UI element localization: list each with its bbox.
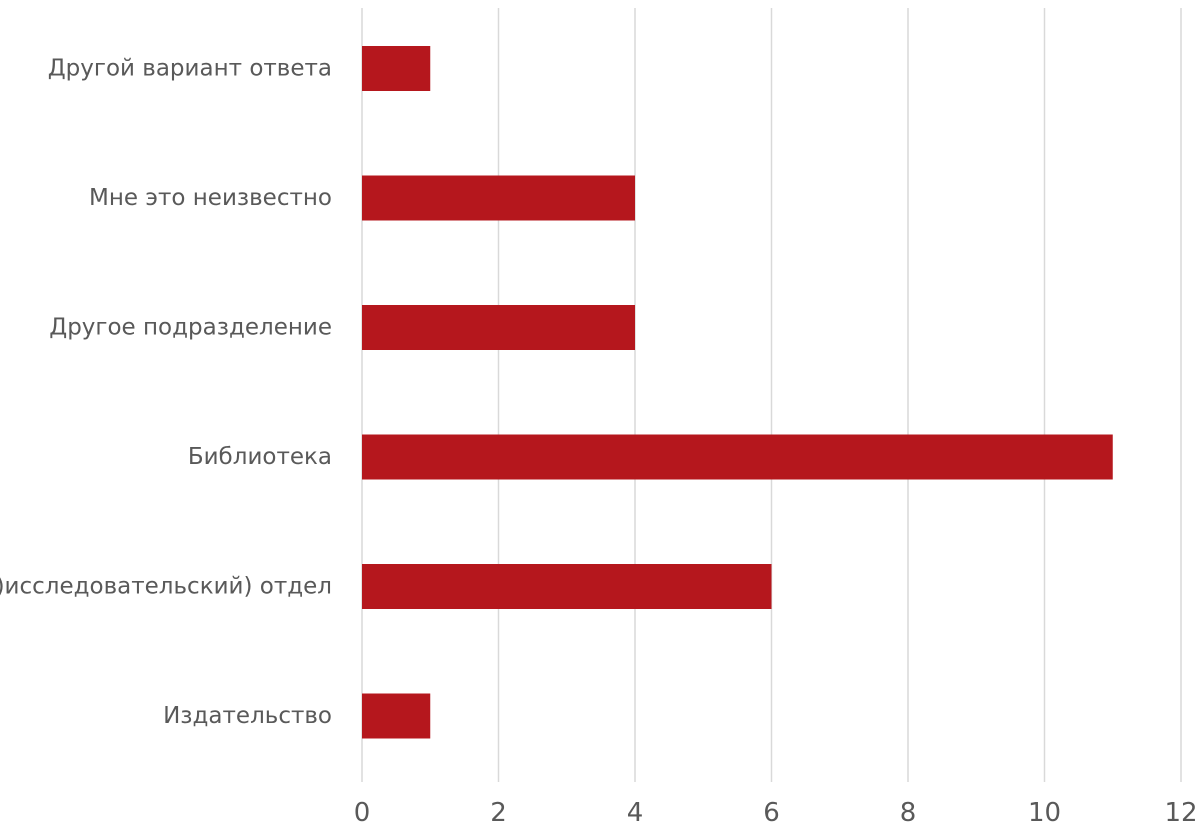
category-label: (Научно-)исследовательский) отдел xyxy=(0,574,332,600)
gridlines xyxy=(361,8,1182,782)
bar xyxy=(362,305,635,350)
category-label: Другой вариант ответа xyxy=(48,56,332,82)
x-tick-label: 8 xyxy=(900,798,917,828)
x-axis-tick-labels: 0 2 4 6 8 10 12 xyxy=(354,798,1198,828)
category-label: Мне это неизвестно xyxy=(89,185,332,211)
bar xyxy=(362,434,1113,480)
x-tick-label: 4 xyxy=(627,798,644,828)
bar xyxy=(362,693,431,739)
bars xyxy=(362,46,1113,739)
x-tick-label: 0 xyxy=(354,798,371,828)
x-tick-label: 6 xyxy=(763,798,780,828)
bar xyxy=(362,46,431,91)
x-tick-label: 12 xyxy=(1164,798,1197,828)
category-label: Издательство xyxy=(163,703,332,729)
category-labels: Издательство (Научно-)исследовательский) … xyxy=(0,56,332,730)
x-tick-label: 2 xyxy=(490,798,507,828)
bar xyxy=(362,175,635,221)
x-tick-label: 10 xyxy=(1028,798,1061,828)
category-label: Другое подразделение xyxy=(49,315,332,341)
category-label: Библиотека xyxy=(188,444,332,470)
bar xyxy=(362,564,772,609)
